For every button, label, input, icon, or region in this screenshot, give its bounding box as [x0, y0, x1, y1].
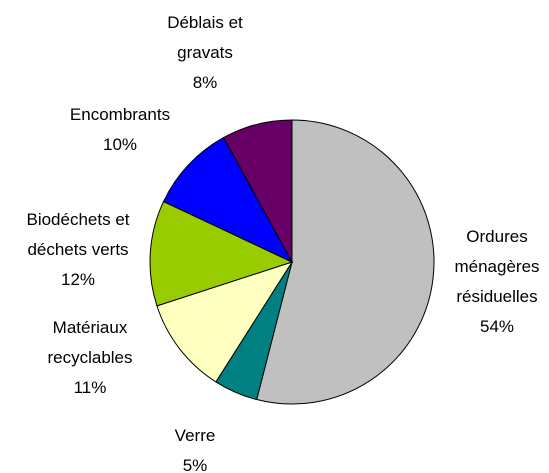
category-label: Biodéchets et déchets verts [26, 210, 130, 259]
value-label: 10% [102, 135, 138, 154]
value-label: 54% [479, 317, 515, 336]
pie-slice [156, 261, 294, 383]
slice-label: Biodéchets et déchets verts 12% [6, 205, 151, 295]
category-label: Encombrants [69, 105, 171, 124]
slice-label: Ordures ménagères résiduelles 54% [442, 222, 549, 342]
category-label: Matériaux recyclables [47, 318, 133, 367]
pie-slice [149, 200, 294, 307]
value-label: 8% [192, 73, 218, 92]
value-label: 12% [60, 270, 96, 289]
value-label: 5% [182, 456, 208, 473]
category-label: Déblais et gravats [167, 13, 243, 62]
pie-slice [222, 119, 293, 263]
value-label: 11% [73, 378, 107, 397]
slice-label: Déblais et gravats 8% [158, 8, 253, 98]
pie-slice [256, 119, 435, 405]
pie-slice [162, 136, 294, 264]
slice-label: Verre 5% [145, 421, 245, 473]
slice-label: Matériaux recyclables 11% [33, 313, 148, 403]
category-label: Verre [174, 426, 216, 445]
category-label: Ordures ménagères résiduelles [454, 227, 540, 306]
slice-label: Encombrants 10% [50, 100, 190, 160]
